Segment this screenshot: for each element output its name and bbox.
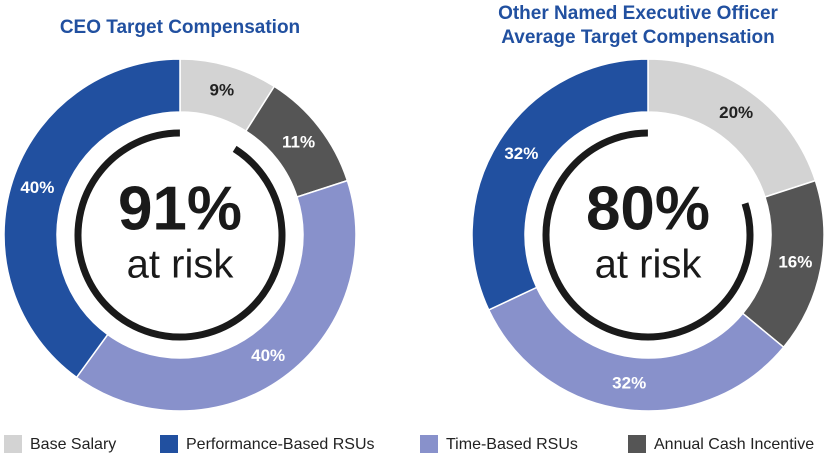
data-label: 20% [719, 103, 753, 122]
data-label: 11% [282, 133, 315, 152]
data-label: 9% [210, 80, 235, 99]
donut-segment [75, 179, 357, 412]
center-label: at risk [595, 243, 703, 287]
at-risk-ring [542, 129, 754, 341]
chart-title: Other Named Executive Officer Average Ta… [498, 3, 778, 48]
donut-segment [487, 286, 785, 412]
donut-segment [3, 58, 181, 379]
legend-swatch [420, 435, 438, 453]
data-label: 32% [612, 373, 646, 392]
center-value: 80% [586, 174, 710, 243]
legend-swatch [160, 435, 178, 453]
legend-swatch [4, 435, 22, 453]
center-value: 91% [118, 174, 242, 243]
legend-label: Base Salary [30, 436, 116, 453]
legend-label: Performance-Based RSUs [186, 436, 375, 453]
legend-label: Annual Cash Incentive [654, 436, 814, 453]
center-label: at risk [127, 243, 235, 287]
data-label: 32% [504, 144, 538, 163]
at-risk-ring [74, 129, 286, 341]
legend-label: Time-Based RSUs [446, 436, 578, 453]
data-label: 16% [778, 253, 812, 272]
donut-segment [471, 58, 649, 311]
legend-swatch [628, 435, 646, 453]
chart-title: CEO Target Compensation [59, 17, 301, 38]
data-label: 40% [251, 346, 285, 365]
data-label: 40% [20, 178, 54, 197]
